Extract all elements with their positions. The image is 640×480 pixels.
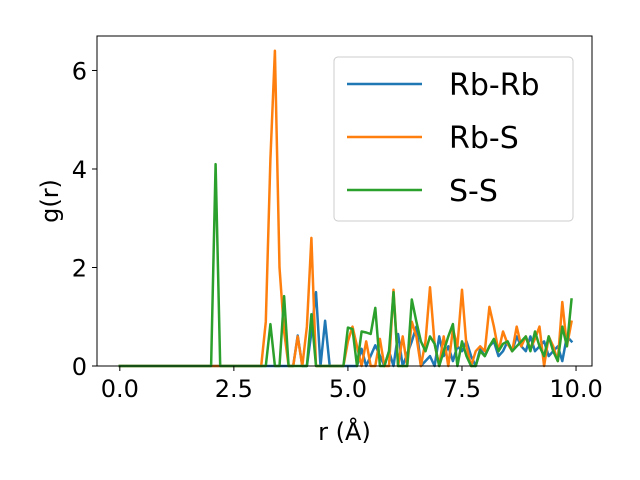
y-tick-label: 2 [72, 254, 87, 282]
x-tick-label: 2.5 [215, 375, 253, 403]
legend-label-rb-rb: Rb-Rb [449, 68, 540, 103]
y-ticks: 0 2 4 6 [72, 57, 97, 381]
legend-box [333, 56, 574, 222]
legend-label-s-s: S-S [449, 174, 498, 209]
y-tick-label: 0 [72, 353, 87, 381]
y-axis-label: g(r) [36, 179, 64, 223]
x-tick-label: 10.0 [549, 375, 602, 403]
series-line-rb-s [118, 49, 573, 368]
y-tick-label: 4 [72, 156, 87, 184]
y-tick-label: 6 [72, 57, 87, 85]
x-axis-label: r (Å) [318, 417, 371, 446]
x-ticks: 0.0 2.5 5.0 7.5 10.0 [101, 366, 603, 403]
legend-label-rb-s: Rb-S [449, 121, 519, 156]
legend: Rb-Rb Rb-S S-S [333, 56, 574, 222]
plot-frame [96, 35, 593, 367]
x-tick-label: 7.5 [443, 375, 481, 403]
x-tick-label: 0.0 [101, 375, 139, 403]
x-tick-label: 5.0 [329, 375, 367, 403]
